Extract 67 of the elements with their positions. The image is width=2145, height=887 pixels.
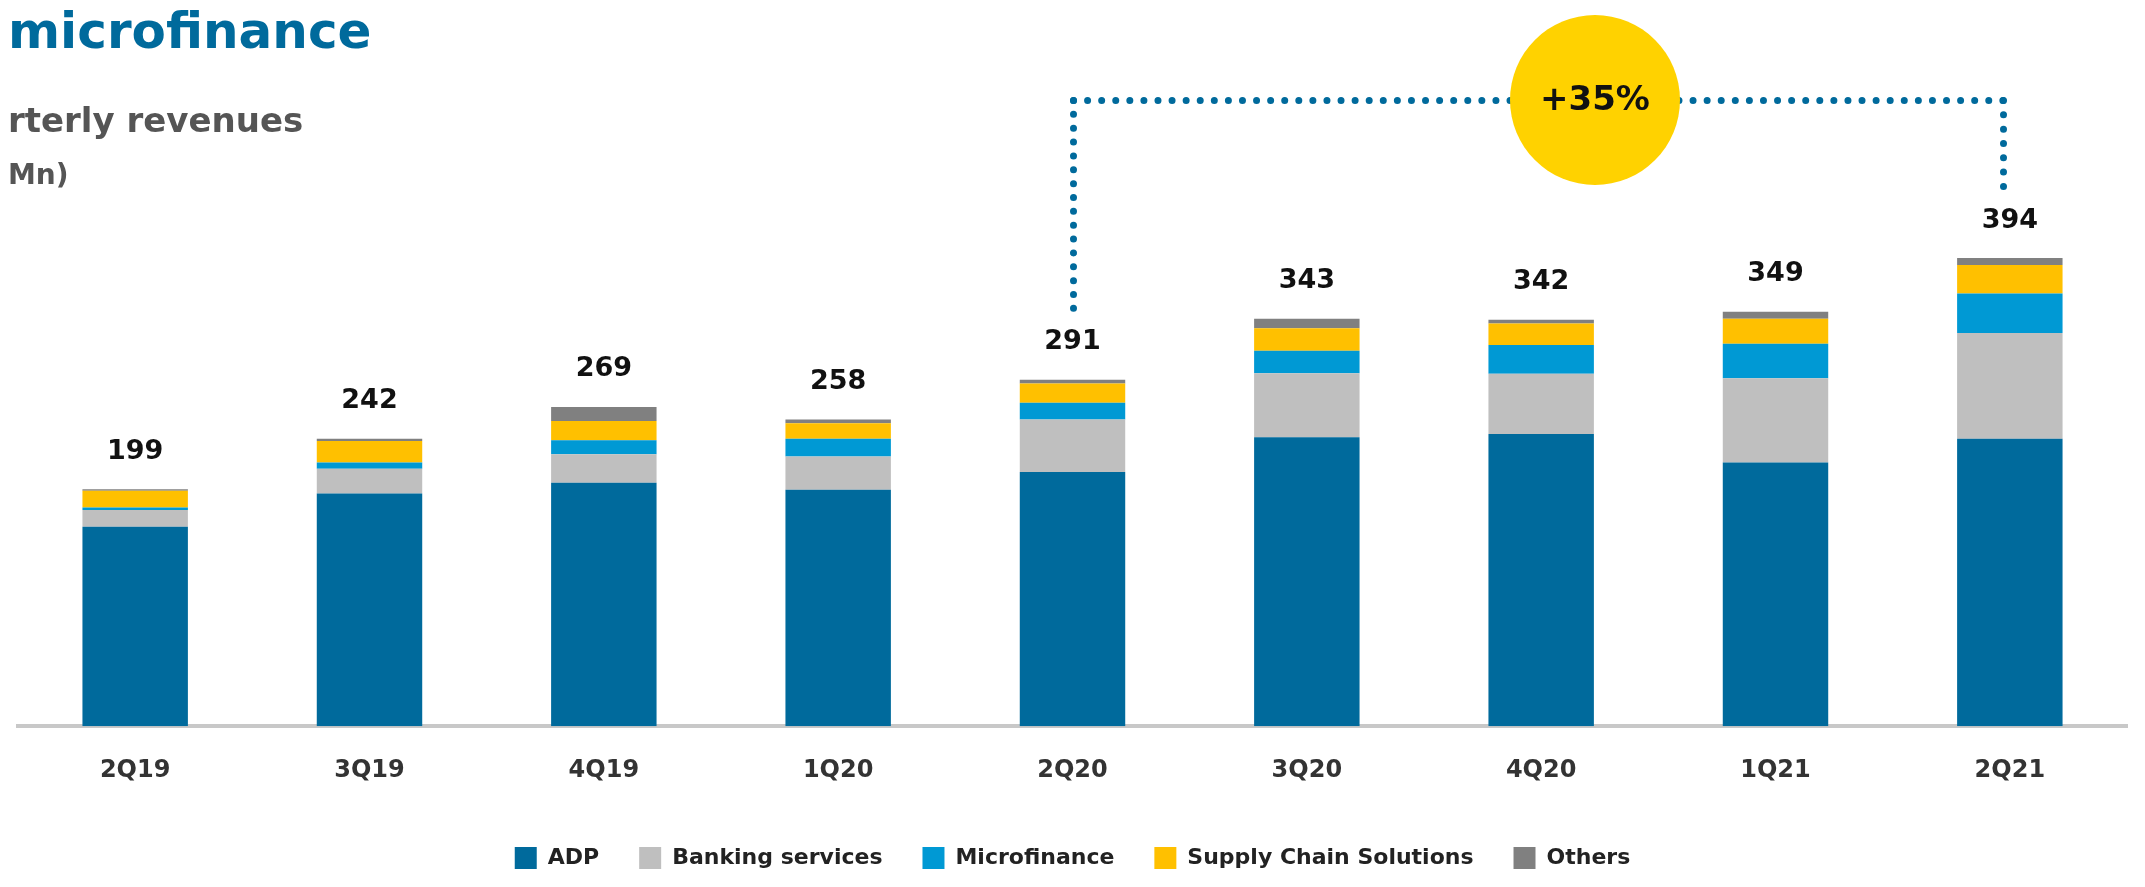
bar [1488,319,1594,324]
text: +35% [1539,78,1651,118]
x-tick-label: 4Q20 [1505,754,1577,783]
legend-label: ADP [547,843,600,869]
bar [785,438,891,457]
bar [1254,373,1360,438]
annotation: 199 [106,433,164,465]
annotation: 291 [1044,324,1101,356]
bar [1722,378,1829,463]
bar [1254,328,1360,351]
bar [316,441,423,463]
x-tick-label: 2Q20 [1037,754,1108,783]
bar [1254,437,1360,727]
bar [1019,383,1126,403]
bar [1254,350,1360,374]
bar [551,482,657,727]
bar [1722,311,1829,319]
x-tick-label: 3Q19 [334,754,405,783]
bar [82,526,188,727]
annotation: 342 [1512,264,1570,296]
bar [1488,434,1594,727]
x-tick-label: 1Q20 [802,754,874,783]
annotation: 394 [1981,202,2039,234]
bar [316,493,423,727]
bar [1722,462,1829,727]
chart-subtitle: rterly revenues [8,100,304,140]
bar [551,440,657,455]
x-tick-label: 4Q19 [568,754,640,783]
bar [1957,265,2063,294]
bar [785,489,891,727]
bar [316,468,423,494]
bar [551,420,657,441]
x-tick-label: 2Q19 [99,754,171,783]
bar [1722,318,1829,344]
annotation: 242 [341,383,398,415]
legend-label: Others [1546,843,1631,869]
bar [1957,258,2063,266]
x-tick-label: 3Q20 [1271,754,1343,783]
text: Mn) [8,158,69,191]
annotation: 269 [575,351,633,383]
x-tick-label: 2Q21 [1974,754,2046,783]
bar [1019,419,1126,472]
bar [785,456,891,490]
bar [316,462,423,469]
bar [82,490,188,508]
annotation: 258 [809,364,867,396]
bar [1957,332,2063,439]
chart-title: microfinance [8,2,372,60]
bar [82,509,188,527]
bar [1019,471,1126,727]
bar [1957,293,2063,333]
legend-label: Banking services [672,843,883,869]
bar [1488,323,1594,346]
bar [1488,373,1594,435]
annotation: 349 [1747,256,1804,288]
bar [551,406,657,421]
annotation: 343 [1278,263,1336,295]
bar [1957,438,2063,727]
bar [551,454,657,483]
bar [1019,402,1126,420]
legend-label: Supply Chain Solutions [1187,843,1474,869]
bar [785,423,891,439]
bar [1722,343,1829,379]
bar [1488,345,1594,374]
legend-label: Microfinance [955,843,1115,869]
x-tick-label: 1Q21 [1740,754,1811,783]
bar [1254,318,1360,329]
